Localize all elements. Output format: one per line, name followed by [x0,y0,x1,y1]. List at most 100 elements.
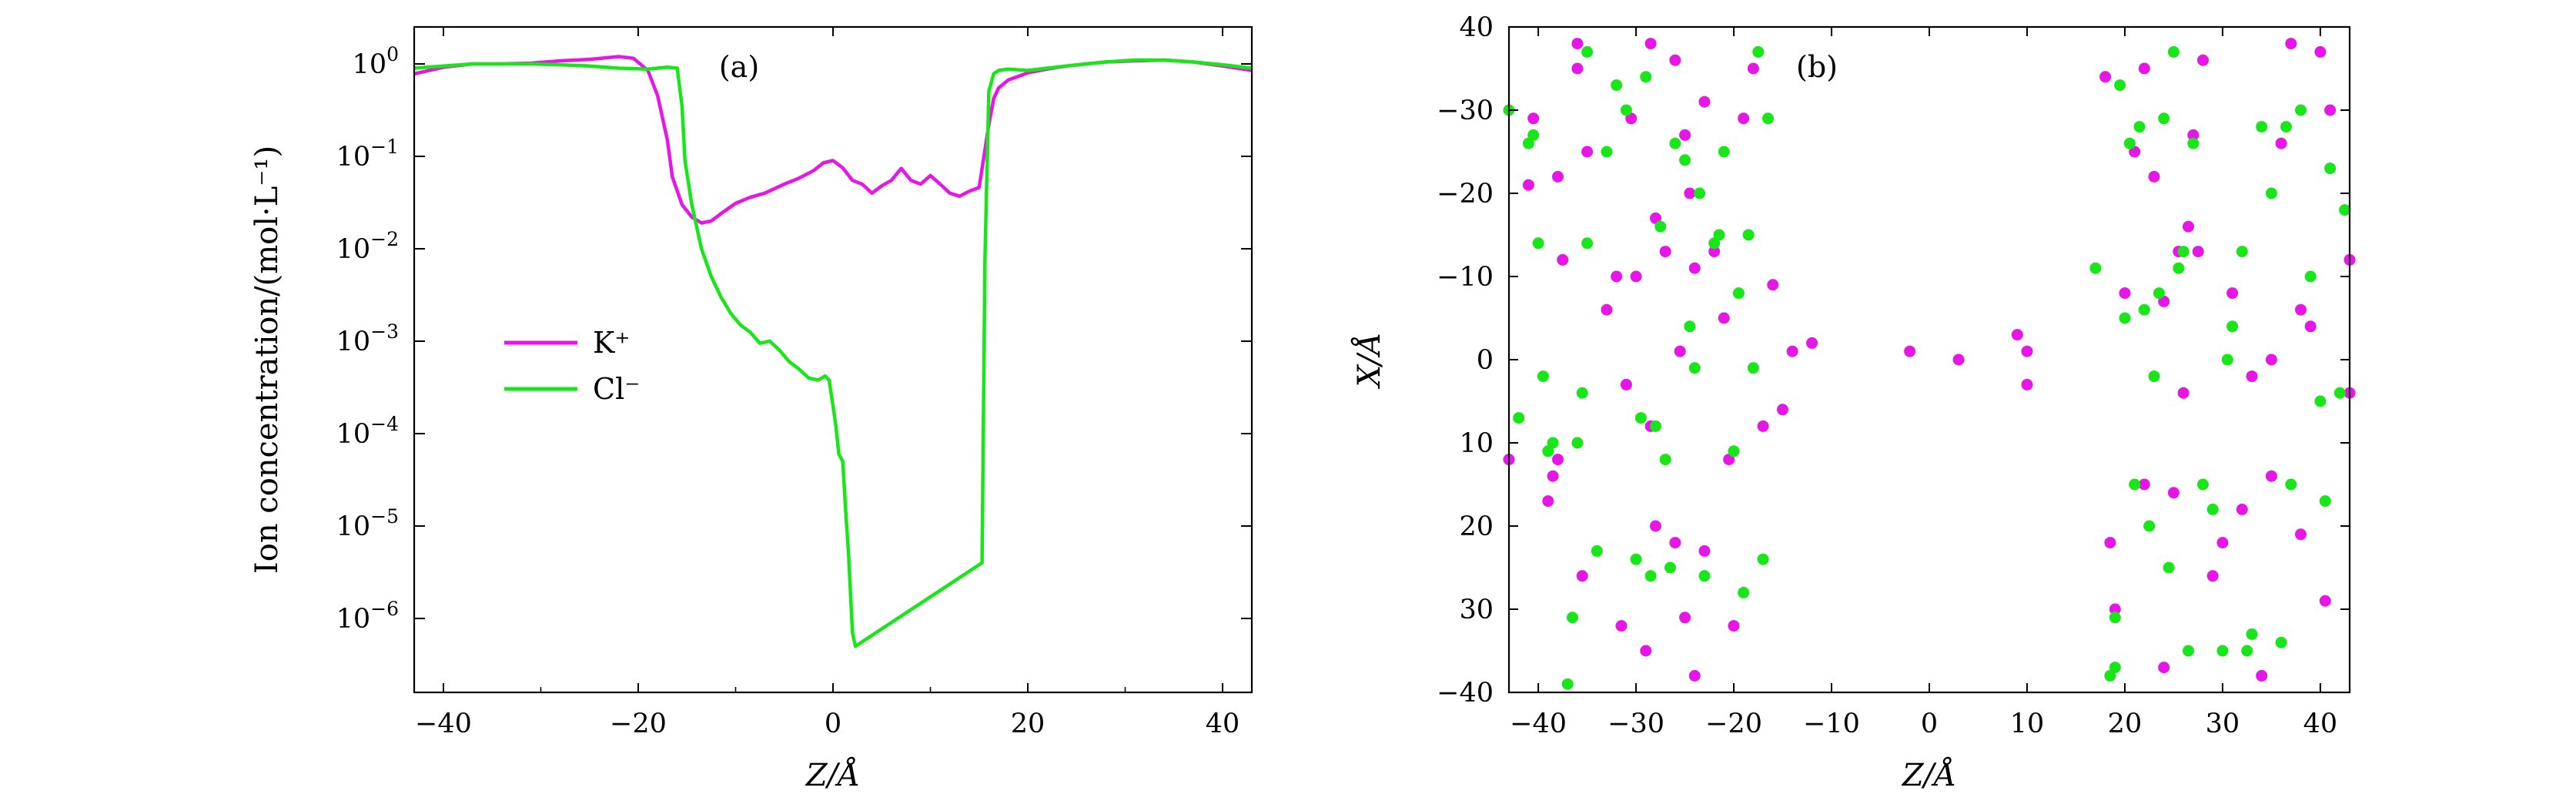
cl-ion-point [2333,387,2346,399]
cl-ion-point [1718,146,1730,158]
k-ion-point [1611,270,1623,283]
cl-ion-point [1581,237,1594,250]
cl-ion-point [1513,412,1525,424]
cl-ion-point [1630,553,1642,565]
k-ion-point [1904,345,1916,357]
cl-ion-point [2295,104,2307,116]
k-ion-point [2246,370,2258,383]
k-ion-point [1952,354,1965,366]
k-ion-point [1527,112,1540,125]
y-tick-label: 20 [1459,511,1494,542]
cl-ion-point [2109,612,2121,624]
k-ion-point [2119,287,2131,300]
k-ion-point [2109,603,2121,615]
cl-ion-point [2143,520,2156,532]
k-ion-point [1728,620,1740,632]
cl-ion-point [1634,412,1647,424]
k-ion-point [2187,129,2200,141]
cl-ion-point [2280,121,2292,133]
panel-a-y-axis-label: Ion concentration/(mol·L⁻¹) [249,146,285,574]
cl-ion-point [1547,437,1559,449]
k-ion-point [1552,170,1564,183]
y-tick-label: 10−2 [336,228,399,265]
cl-ion-point [2163,561,2175,574]
k-ion-point [2319,595,2331,607]
cl-ion-point [2153,287,2165,300]
k-ion-point [2104,537,2116,549]
k-ion-point [2295,303,2307,316]
k-ion-point [1698,96,1711,108]
k-ion-point [1542,495,1554,508]
cl-ion-point [2148,370,2160,383]
cl-ion-point [1591,545,1603,557]
k-ion-point [2226,287,2239,300]
panel-a-lines [413,55,1253,648]
k-ion-point [2011,329,2023,341]
k-ion-point [2295,528,2307,541]
k-ion-point [2206,570,2219,582]
k-ion-point [2197,54,2209,66]
k-ion-point [2138,62,2150,75]
cl-ion-point [2275,636,2287,648]
x-tick-label: 40 [2303,709,2338,739]
k-ion-point [1576,570,1588,582]
cl-ion-point [2133,121,2146,133]
k-ion-point [1601,303,1613,316]
x-tick-label: 30 [2206,709,2240,739]
legend-k-label: K⁺ [593,326,630,360]
cl-ion-point [2183,645,2194,657]
k-ion-point [2138,478,2150,491]
x-tick-label: 10 [2010,709,2045,739]
cl-ion-point [1664,561,1676,574]
cl-ion-point [1537,370,1549,383]
k-ion-point [1620,378,1632,390]
cl-ion-point [2089,262,2102,274]
k-ion-point [1669,54,1681,66]
cl-ion-point [1532,237,1544,250]
k-ion-point [2314,45,2327,58]
k-ion-point [2265,354,2277,366]
x-tick-label: −20 [1705,709,1762,739]
x-tick-label: 0 [825,709,841,739]
y-tick-label: −30 [1437,96,1494,126]
panel-a-y-ticks: 100 10−1 10−2 10−3 10−4 10−5 10−6 [336,43,1252,635]
cl-ion-point [2265,187,2277,199]
series-line-cl [413,58,1253,648]
y-tick-label: 40 [1459,12,1494,43]
panel-a-x-ticks: −40 −20 0 20 40 [415,27,1239,739]
x-tick-label: 40 [1206,709,1240,739]
k-ion-point [1659,246,1671,258]
k-ion-point [1747,62,1759,75]
cl-ion-point [2206,503,2219,515]
k-ion-point [2167,487,2180,499]
cl-ion-point [2339,204,2351,216]
k-ion-point [1571,62,1584,75]
k-ion-point [1698,545,1711,557]
cl-ion-point [1654,220,1667,233]
cl-ion-point [2236,246,2248,258]
y-tick-label: −10 [1437,262,1494,293]
cl-ion-point [2246,628,2258,640]
cl-ion-point [1728,445,1740,457]
cl-ion-point [1679,154,1691,166]
panel-b-x-axis-label: Z/Å [1901,757,1956,793]
panel-a-x-axis-label: Z/Å [805,757,860,793]
k-ion-point [1738,112,1750,125]
k-ion-point [1674,345,1686,357]
k-ion-point [1684,187,1696,199]
cl-ion-point [2187,137,2200,149]
k-ion-point [2021,345,2033,357]
k-ion-point [1806,337,1818,349]
cl-ion-point [1561,678,1574,690]
k-ion-point [1679,612,1691,624]
cl-ion-point [2119,312,2131,324]
cl-ion-point [1644,570,1657,582]
x-tick-label: −20 [610,709,667,739]
panel-a-label: (a) [719,50,759,84]
cl-ion-point [1762,112,1774,125]
cl-ion-point [2285,478,2297,491]
y-tick-label: 0 [1477,345,1494,376]
k-ion-point [1718,312,1730,324]
cl-ion-point [2304,270,2317,283]
cl-ion-point [2226,320,2239,333]
